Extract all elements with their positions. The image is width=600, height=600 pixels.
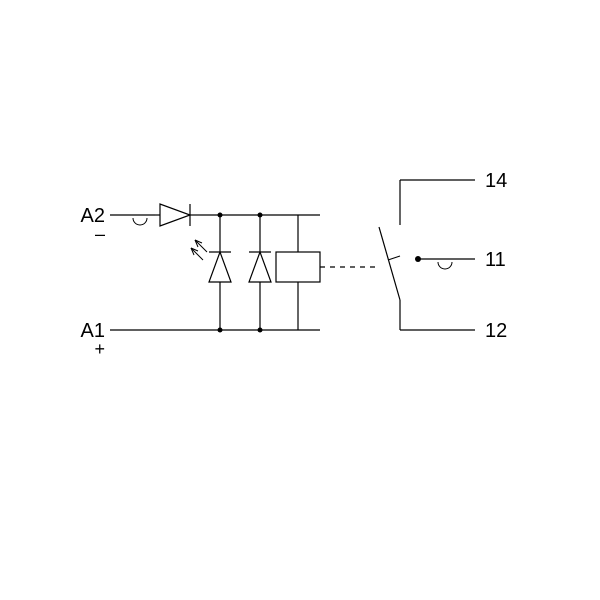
led-branch (191, 215, 231, 330)
label-12: 12 (485, 320, 507, 342)
relay-coil (276, 215, 320, 330)
label-11: 11 (485, 249, 506, 271)
label-a2-sign: – (95, 224, 105, 244)
terminal-hook-a2 (133, 218, 147, 225)
series-diode (155, 204, 200, 226)
contact-arm (379, 227, 400, 300)
contact-14 (400, 180, 475, 225)
label-14: 14 (485, 170, 507, 192)
contact-12 (400, 300, 475, 330)
contact-11 (415, 256, 475, 269)
label-a1-sign: + (94, 339, 105, 359)
flyback-diode-branch (249, 215, 271, 330)
circuit-diagram: A2 – A1 + (0, 0, 600, 600)
